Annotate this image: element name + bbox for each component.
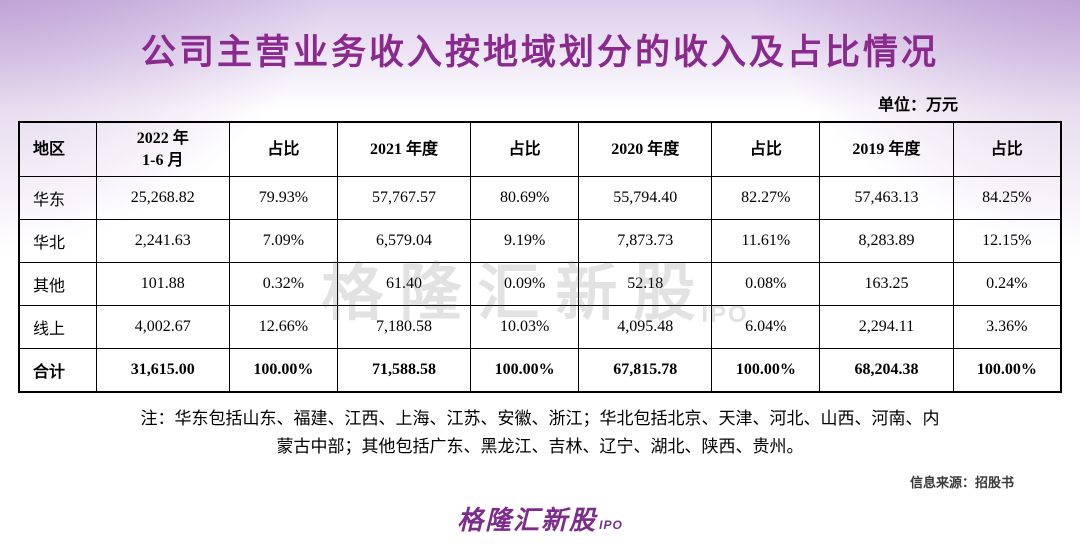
value-cell: 100.00% <box>952 348 1062 393</box>
value-cell: 6,579.04 <box>336 219 472 264</box>
page-title: 公司主营业务收入按地域划分的收入及占比情况 <box>140 33 939 72</box>
value-cell: 0.08% <box>711 262 821 307</box>
table-row-qita: 其他 101.88 0.32% 61.40 0.09% 52.18 0.08% … <box>18 262 1062 307</box>
value-cell: 0.09% <box>470 262 580 307</box>
value-cell: 2,241.63 <box>95 219 230 264</box>
value-cell: 9.19% <box>470 219 580 264</box>
value-cell: 67,815.78 <box>578 348 713 393</box>
value-cell: 57,767.57 <box>336 176 472 221</box>
col-header-share-2020: 占比 <box>711 121 821 178</box>
value-cell: 82.27% <box>711 176 821 221</box>
value-cell: 7,873.73 <box>578 219 713 264</box>
value-cell: 11.61% <box>711 219 821 264</box>
value-cell: 8,283.89 <box>819 219 954 264</box>
value-cell: 2,294.11 <box>819 305 954 350</box>
table-row-huabei: 华北 2,241.63 7.09% 6,579.04 9.19% 7,873.7… <box>18 219 1062 264</box>
value-cell: 57,463.13 <box>819 176 954 221</box>
col-header-region: 地区 <box>18 121 97 178</box>
revenue-by-region-table: 地区 2022 年 1-6 月 占比 2021 年度 占比 2020 年度 占比… <box>18 121 1062 394</box>
col-header-share-2019: 占比 <box>952 121 1062 178</box>
value-cell: 68,204.38 <box>819 348 954 393</box>
gelonghui-logo: 格隆汇新股 IPO <box>0 500 1080 537</box>
value-cell: 80.69% <box>470 176 580 221</box>
value-cell: 6.04% <box>711 305 821 350</box>
col-header-2021: 2021 年度 <box>336 121 472 178</box>
col-header-2022h1: 2022 年 1-6 月 <box>95 121 230 178</box>
value-cell: 0.24% <box>952 262 1062 307</box>
region-cell: 合计 <box>18 348 97 393</box>
value-cell: 4,095.48 <box>578 305 713 350</box>
value-cell: 10.03% <box>470 305 580 350</box>
unit-label: 单位：万元 <box>877 97 958 114</box>
value-cell: 100.00% <box>228 348 338 393</box>
value-cell: 84.25% <box>952 176 1062 221</box>
region-cell: 华北 <box>18 219 97 264</box>
value-cell: 7.09% <box>228 219 338 264</box>
table-note: 注：华东包括山东、福建、江西、上海、江苏、安徽、浙江；华北包括北京、天津、河北、… <box>140 409 940 457</box>
logo-ipo-label: IPO <box>599 518 623 532</box>
logo-text: 格隆汇新股 <box>457 505 598 535</box>
value-cell: 52.18 <box>578 262 713 307</box>
value-cell: 100.00% <box>711 348 821 393</box>
value-cell: 12.15% <box>952 219 1062 264</box>
value-cell: 3.36% <box>952 305 1062 350</box>
region-cell: 线上 <box>18 305 97 350</box>
col-header-share-2021: 占比 <box>470 121 580 178</box>
col-header-2020: 2020 年度 <box>578 121 713 178</box>
table-header-row: 地区 2022 年 1-6 月 占比 2021 年度 占比 2020 年度 占比… <box>18 121 1062 178</box>
value-cell: 4,002.67 <box>95 305 230 350</box>
value-cell: 25,268.82 <box>95 176 230 221</box>
value-cell: 0.32% <box>228 262 338 307</box>
source-label: 信息来源：招股书 <box>909 475 1014 490</box>
col-header-2019: 2019 年度 <box>819 121 954 178</box>
table-row-huadong: 华东 25,268.82 79.93% 57,767.57 80.69% 55,… <box>18 176 1062 221</box>
region-cell: 其他 <box>18 262 97 307</box>
value-cell: 100.00% <box>470 348 580 393</box>
table-row-total: 合计 31,615.00 100.00% 71,588.58 100.00% 6… <box>18 348 1062 393</box>
col-header-share-2022: 占比 <box>228 121 338 178</box>
value-cell: 12.66% <box>228 305 338 350</box>
value-cell: 7,180.58 <box>336 305 472 350</box>
table-row-xianshang: 线上 4,002.67 12.66% 7,180.58 10.03% 4,095… <box>18 305 1062 350</box>
value-cell: 163.25 <box>819 262 954 307</box>
region-cell: 华东 <box>18 176 97 221</box>
value-cell: 71,588.58 <box>336 348 472 393</box>
value-cell: 101.88 <box>95 262 230 307</box>
value-cell: 31,615.00 <box>95 348 230 393</box>
value-cell: 79.93% <box>228 176 338 221</box>
value-cell: 61.40 <box>336 262 472 307</box>
value-cell: 55,794.40 <box>578 176 713 221</box>
